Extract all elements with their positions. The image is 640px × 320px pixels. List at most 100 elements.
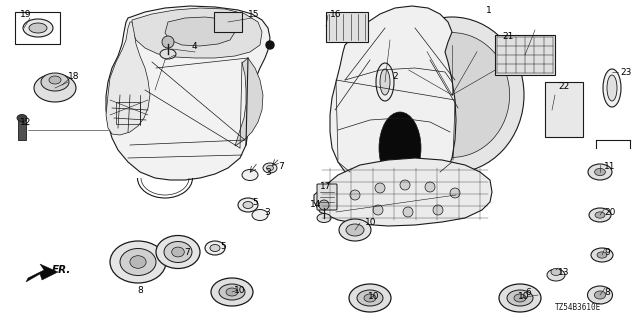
Ellipse shape <box>589 208 611 222</box>
Text: 7: 7 <box>184 248 189 257</box>
Text: 3: 3 <box>265 168 271 177</box>
Text: 8: 8 <box>137 286 143 295</box>
Text: 12: 12 <box>20 118 31 127</box>
Polygon shape <box>314 158 492 226</box>
Ellipse shape <box>591 248 613 262</box>
Text: 4: 4 <box>192 42 198 51</box>
Text: 10: 10 <box>234 286 246 295</box>
Ellipse shape <box>205 241 225 255</box>
Ellipse shape <box>603 69 621 107</box>
Ellipse shape <box>243 202 253 209</box>
Circle shape <box>319 200 329 210</box>
Text: 14: 14 <box>310 200 321 209</box>
Ellipse shape <box>380 17 524 173</box>
Ellipse shape <box>49 76 61 84</box>
Ellipse shape <box>164 242 192 262</box>
Ellipse shape <box>130 256 146 268</box>
Ellipse shape <box>219 284 245 300</box>
Ellipse shape <box>364 294 376 302</box>
Ellipse shape <box>29 23 47 33</box>
Ellipse shape <box>349 284 391 312</box>
Bar <box>326 12 368 42</box>
Ellipse shape <box>23 19 53 37</box>
Bar <box>15 12 60 44</box>
Circle shape <box>433 205 443 215</box>
Text: 1: 1 <box>486 6 492 15</box>
Ellipse shape <box>317 213 331 222</box>
Text: 16: 16 <box>330 10 342 19</box>
Ellipse shape <box>499 284 541 312</box>
Text: 22: 22 <box>558 82 569 91</box>
FancyBboxPatch shape <box>317 184 337 210</box>
Ellipse shape <box>160 49 176 59</box>
Bar <box>495 35 555 75</box>
Bar <box>214 12 242 32</box>
Ellipse shape <box>226 288 238 296</box>
Ellipse shape <box>607 75 617 101</box>
Text: 11: 11 <box>604 162 616 171</box>
Polygon shape <box>26 264 58 282</box>
Ellipse shape <box>156 236 200 268</box>
Ellipse shape <box>380 69 390 95</box>
Text: 10: 10 <box>365 218 376 227</box>
Ellipse shape <box>17 115 27 122</box>
Circle shape <box>450 188 460 198</box>
Text: 10: 10 <box>368 292 380 301</box>
Bar <box>18 118 26 140</box>
Ellipse shape <box>597 252 607 258</box>
Ellipse shape <box>547 269 565 281</box>
Text: 23: 23 <box>620 68 632 77</box>
Text: 20: 20 <box>604 208 616 217</box>
Polygon shape <box>165 17 235 46</box>
Text: 9: 9 <box>604 248 610 257</box>
Text: 10: 10 <box>518 292 530 301</box>
Text: 5: 5 <box>220 242 226 251</box>
Ellipse shape <box>34 74 76 102</box>
Circle shape <box>162 36 174 48</box>
Ellipse shape <box>588 286 612 304</box>
Ellipse shape <box>252 210 268 220</box>
Ellipse shape <box>263 163 277 173</box>
Polygon shape <box>330 6 456 195</box>
Text: 2: 2 <box>392 72 397 81</box>
Bar <box>116 102 140 124</box>
Polygon shape <box>132 8 262 58</box>
Circle shape <box>373 205 383 215</box>
Text: 8: 8 <box>604 288 610 297</box>
Circle shape <box>425 182 435 192</box>
Ellipse shape <box>339 219 371 241</box>
Text: 6: 6 <box>525 288 531 297</box>
Polygon shape <box>235 58 263 146</box>
Ellipse shape <box>595 212 605 218</box>
Ellipse shape <box>266 165 273 171</box>
Ellipse shape <box>110 241 166 283</box>
Text: 3: 3 <box>264 208 269 217</box>
Ellipse shape <box>394 33 509 157</box>
Text: 5: 5 <box>252 198 258 207</box>
Ellipse shape <box>120 249 156 276</box>
Polygon shape <box>106 6 270 180</box>
Ellipse shape <box>595 168 605 176</box>
Ellipse shape <box>41 73 69 91</box>
Text: 21: 21 <box>502 32 513 41</box>
Text: 18: 18 <box>68 72 79 81</box>
Text: 17: 17 <box>320 182 332 191</box>
Polygon shape <box>106 22 150 135</box>
Ellipse shape <box>346 224 364 236</box>
Text: 7: 7 <box>278 162 284 171</box>
Ellipse shape <box>514 294 526 302</box>
Ellipse shape <box>242 170 258 180</box>
Circle shape <box>375 183 385 193</box>
Text: 15: 15 <box>248 10 259 19</box>
Ellipse shape <box>210 244 220 252</box>
Ellipse shape <box>379 112 421 184</box>
Circle shape <box>266 41 274 49</box>
Text: FR.: FR. <box>52 265 72 275</box>
Text: 19: 19 <box>20 10 31 19</box>
Ellipse shape <box>357 290 383 306</box>
Ellipse shape <box>172 247 184 257</box>
Text: TZ54B3610E: TZ54B3610E <box>555 303 601 312</box>
Text: 13: 13 <box>558 268 570 277</box>
Ellipse shape <box>211 278 253 306</box>
Ellipse shape <box>595 291 605 299</box>
